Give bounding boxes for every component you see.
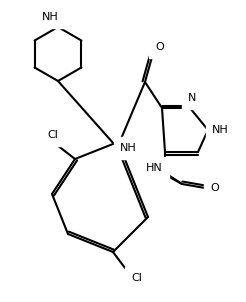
Text: HN: HN <box>146 163 163 173</box>
Text: NH: NH <box>212 125 229 135</box>
Text: O: O <box>155 42 164 52</box>
Text: Cl: Cl <box>47 130 59 140</box>
Text: Cl: Cl <box>131 273 142 283</box>
Text: N: N <box>188 93 196 103</box>
Text: O: O <box>210 183 219 193</box>
Text: NH: NH <box>42 12 58 22</box>
Text: NH: NH <box>120 143 137 153</box>
